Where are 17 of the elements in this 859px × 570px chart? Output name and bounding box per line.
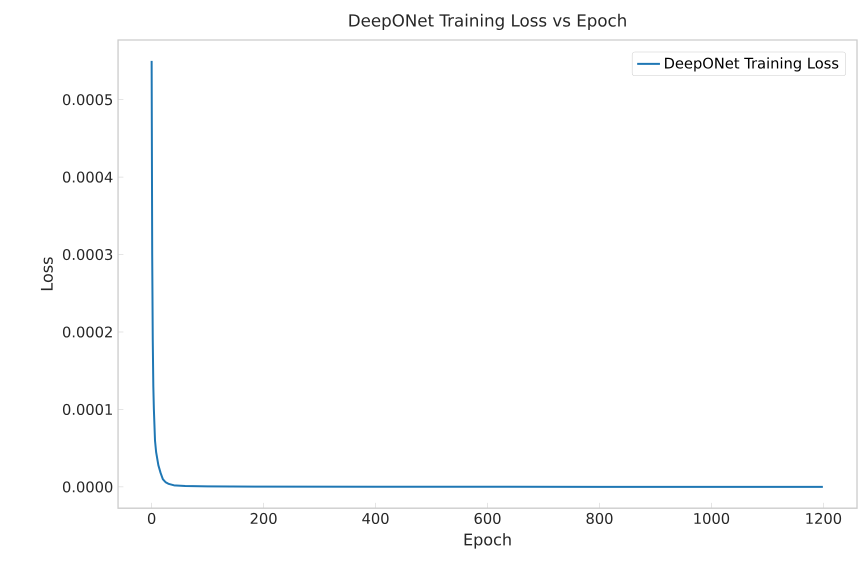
x-tick-label: 1000 <box>694 513 730 524</box>
x-tick-label: 800 <box>586 513 612 524</box>
x-tick-label: 1200 <box>806 513 842 524</box>
y-tick-label: 0.0004 <box>62 172 113 183</box>
x-tick-label: 400 <box>362 513 389 524</box>
x-tick-label: 600 <box>474 513 501 524</box>
y-axis-title: Loss <box>40 258 53 290</box>
y-tick-label: 0.0003 <box>62 249 112 260</box>
x-tick-label: 0 <box>148 513 156 524</box>
x-axis-title: Epoch <box>464 533 511 549</box>
y-tick-label: 0.0005 <box>62 94 112 106</box>
chart-title: DeepONet Training Loss vs Epoch <box>349 14 626 30</box>
y-tick-label: 0.0000 <box>62 482 112 493</box>
x-tick-label: 200 <box>250 513 277 524</box>
legend-label: DeepONet Training Loss <box>665 58 838 72</box>
y-tick-label: 0.0002 <box>62 326 112 338</box>
y-tick-label: 0.0001 <box>62 404 112 416</box>
